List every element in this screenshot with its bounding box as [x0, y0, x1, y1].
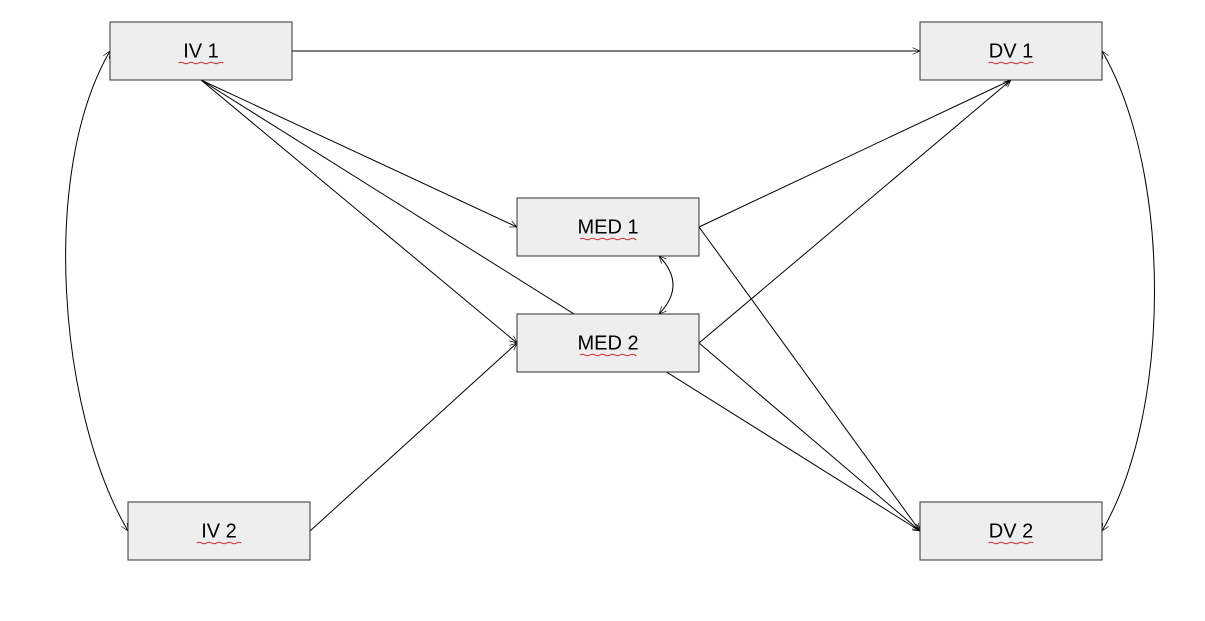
- node-label-dv2: DV 2: [989, 520, 1033, 542]
- corr-med1-med2: [659, 256, 673, 314]
- node-dv1: DV 1: [920, 22, 1102, 80]
- edge-med1-dv1: [699, 80, 1011, 227]
- node-label-iv2: IV 2: [201, 520, 237, 542]
- edge-iv1-dv2: [201, 80, 920, 531]
- node-dv2: DV 2: [920, 502, 1102, 560]
- corr-iv1-iv2: [66, 51, 128, 531]
- diagram-canvas: IV 1 IV 2 MED 1 MED 2 DV 1 DV 2: [0, 0, 1205, 621]
- node-iv1: IV 1: [110, 22, 292, 80]
- node-med2: MED 2: [517, 314, 699, 372]
- edge-iv1-med2: [201, 80, 517, 343]
- edge-med2-dv1: [699, 80, 1011, 343]
- node-iv2: IV 2: [128, 502, 310, 560]
- node-label-dv1: DV 1: [989, 40, 1033, 62]
- corr-dv1-dv2: [1102, 51, 1155, 531]
- node-med1: MED 1: [517, 198, 699, 256]
- edge-iv2-med2: [310, 343, 517, 531]
- node-label-med1: MED 1: [577, 216, 638, 238]
- edge-iv1-med1: [201, 80, 517, 227]
- edge-layer: [66, 51, 1155, 531]
- node-label-med2: MED 2: [577, 332, 638, 354]
- edge-med1-dv2: [699, 227, 920, 531]
- node-label-iv1: IV 1: [183, 40, 219, 62]
- node-layer: IV 1 IV 2 MED 1 MED 2 DV 1 DV 2: [110, 22, 1102, 560]
- edge-med2-dv2: [699, 343, 920, 531]
